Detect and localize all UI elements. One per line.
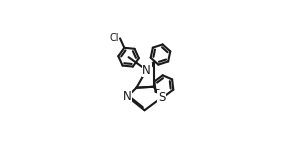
Text: Cl: Cl [110, 33, 119, 43]
Text: N: N [123, 90, 132, 103]
Text: N: N [142, 64, 151, 77]
Text: S: S [158, 91, 165, 104]
